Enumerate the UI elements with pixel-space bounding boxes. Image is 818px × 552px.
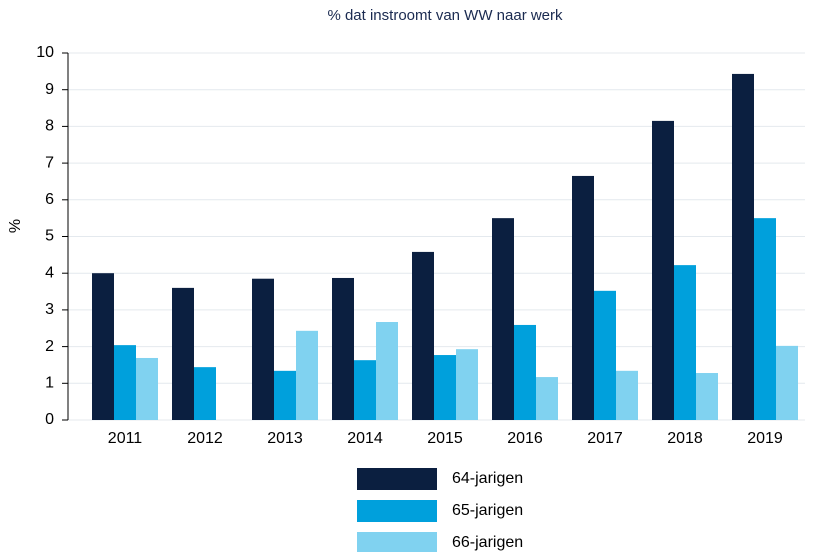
- bar: [412, 251, 434, 420]
- bar: [92, 273, 114, 420]
- x-tick-label: 2016: [507, 430, 543, 447]
- bar: [376, 322, 398, 420]
- bar: [114, 345, 136, 420]
- bar: [296, 330, 318, 420]
- x-tick-label: 2018: [667, 430, 703, 447]
- bar: [332, 277, 354, 420]
- y-tick-label: 10: [36, 44, 54, 61]
- bar: [754, 218, 776, 420]
- bar: [252, 278, 274, 420]
- bar: [732, 73, 754, 420]
- bar: [194, 367, 216, 420]
- legend-swatch: [357, 532, 437, 552]
- y-tick-label: 7: [45, 154, 54, 171]
- y-tick-label: 1: [45, 375, 54, 392]
- y-tick-label: 6: [45, 191, 54, 208]
- bar: [136, 357, 158, 420]
- bar: [594, 290, 616, 420]
- bar: [674, 265, 696, 420]
- x-tick-label: 2012: [187, 430, 223, 447]
- y-tick-label: 9: [45, 81, 54, 98]
- bar: [434, 355, 456, 420]
- x-tick-label: 2014: [347, 430, 383, 447]
- x-tick-label: 2011: [108, 430, 143, 447]
- legend-label: 66-jarigen: [452, 534, 523, 551]
- bar: [172, 287, 194, 420]
- bar: [776, 345, 798, 420]
- chart-title: % dat instroomt van WW naar werk: [327, 7, 563, 24]
- y-tick-label: 5: [45, 228, 54, 245]
- bar: [652, 120, 674, 421]
- bar: [572, 175, 594, 420]
- bar: [456, 349, 478, 420]
- bar: [492, 218, 514, 420]
- legend-swatch: [357, 468, 437, 490]
- bar: [274, 370, 296, 420]
- bar: [514, 324, 536, 420]
- legend-label: 65-jarigen: [452, 502, 523, 519]
- y-tick-label: 2: [45, 338, 54, 355]
- y-axis-label: %: [7, 219, 24, 233]
- legend-swatch: [357, 500, 437, 522]
- bar: [354, 360, 376, 420]
- x-tick-label: 2013: [267, 430, 303, 447]
- bar: [616, 370, 638, 420]
- x-tick-label: 2017: [587, 430, 623, 447]
- x-tick-label: 2019: [747, 430, 783, 447]
- y-tick-label: 3: [45, 301, 54, 318]
- y-tick-label: 4: [45, 264, 54, 281]
- legend-label: 64-jarigen: [452, 470, 523, 487]
- y-tick-label: 0: [45, 411, 54, 428]
- bar: [696, 373, 718, 420]
- y-tick-label: 8: [45, 118, 54, 135]
- x-tick-label: 2015: [427, 430, 463, 447]
- bar: [536, 377, 558, 420]
